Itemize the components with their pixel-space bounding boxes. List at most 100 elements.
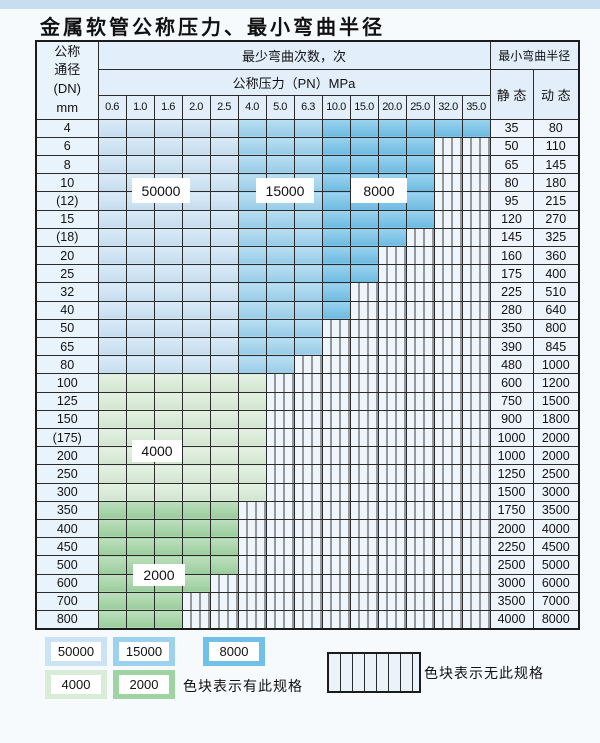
static-radius-cell: 900: [489, 409, 534, 429]
spec-available-cell: [405, 209, 435, 229]
spec-available-cell: [97, 355, 127, 375]
spec-available-cell: [405, 173, 435, 193]
dynamic-radius-cell: 360: [532, 245, 580, 266]
spec-unavailable-cell: [461, 282, 491, 302]
page-title: 金属软管公称压力、最小弯曲半径: [40, 15, 385, 39]
spec-unavailable-cell: [461, 409, 491, 429]
zone-label-50000: 50000: [132, 178, 190, 203]
static-radius-cell: 4000: [489, 609, 534, 630]
spec-available-cell: [321, 264, 351, 284]
spec-available-cell: [209, 409, 239, 429]
spec-unavailable-cell: [461, 537, 491, 557]
spec-available-cell: [265, 336, 295, 357]
spec-available-cell: [321, 245, 351, 266]
pn-column-header: 6.3: [293, 94, 323, 120]
spec-unavailable-cell: [265, 409, 295, 429]
dynamic-radius-cell: 3500: [532, 500, 580, 520]
top-strip: [0, 0, 600, 9]
spec-unavailable-cell: [349, 373, 379, 393]
dynamic-radius-cell: 1200: [532, 373, 580, 393]
spec-available-cell: [321, 118, 351, 138]
bend-cycles-header: 最少弯曲次数，次: [97, 40, 491, 70]
spec-available-cell: [153, 464, 183, 484]
spec-unavailable-cell: [265, 482, 295, 502]
spec-unavailable-cell: [433, 409, 463, 429]
spec-available-cell: [209, 391, 239, 411]
spec-unavailable-cell: [433, 355, 463, 375]
spec-available-cell: [237, 118, 267, 138]
zone-label-2000: 2000: [133, 564, 185, 586]
spec-available-cell: [321, 227, 351, 247]
spec-available-cell: [209, 136, 239, 156]
legend-swatch-label: 8000: [209, 642, 259, 661]
spec-unavailable-cell: [349, 500, 379, 520]
spec-available-cell: [237, 336, 267, 357]
spec-available-cell: [153, 227, 183, 247]
spec-available-cell: [153, 391, 183, 411]
spec-unavailable-cell: [237, 518, 267, 539]
table-row: (175) 1000 2000: [35, 427, 580, 448]
spec-unavailable-cell: [265, 427, 295, 448]
spec-available-cell: [461, 118, 491, 138]
dn-cell: 10: [35, 173, 99, 193]
spec-unavailable-cell: [349, 537, 379, 557]
spec-available-cell: [209, 173, 239, 193]
corner-line: (DN): [53, 81, 81, 97]
spec-available-cell: [293, 264, 323, 284]
spec-available-cell: [153, 591, 183, 611]
spec-available-cell: [181, 555, 211, 575]
spec-unavailable-cell: [377, 500, 407, 520]
spec-available-cell: [181, 154, 211, 175]
spec-available-cell: [97, 518, 127, 539]
legend-swatch-label: 4000: [51, 675, 101, 694]
spec-available-cell: [125, 537, 155, 557]
spec-available-cell: [97, 264, 127, 284]
spec-unavailable-cell: [265, 573, 295, 593]
spec-unavailable-cell: [377, 482, 407, 502]
spec-available-cell: [97, 537, 127, 557]
spec-available-cell: [293, 154, 323, 175]
spec-unavailable-cell: [405, 336, 435, 357]
spec-unavailable-cell: [461, 500, 491, 520]
spec-unavailable-cell: [433, 591, 463, 611]
spec-available-cell: [265, 136, 295, 156]
spec-available-cell: [181, 518, 211, 539]
static-radius-cell: 750: [489, 391, 534, 411]
spec-available-cell: [125, 227, 155, 247]
dynamic-radius-cell: 8000: [532, 609, 580, 630]
spec-available-cell: [209, 537, 239, 557]
static-radius-cell: 1000: [489, 446, 534, 466]
spec-unavailable-cell: [377, 409, 407, 429]
pn-column-header: 10.0: [321, 94, 351, 120]
spec-unavailable-cell: [349, 591, 379, 611]
dynamic-radius-cell: 6000: [532, 573, 580, 593]
spec-available-cell: [97, 173, 127, 193]
spec-available-cell: [321, 154, 351, 175]
spec-unavailable-cell: [433, 154, 463, 175]
dn-cell: 350: [35, 500, 99, 520]
spec-available-cell: [153, 500, 183, 520]
spec-available-cell: [153, 318, 183, 338]
spec-unavailable-cell: [265, 464, 295, 484]
dn-cell: 400: [35, 518, 99, 539]
static-radius-cell: 160: [489, 245, 534, 266]
spec-available-cell: [125, 482, 155, 502]
pn-column-header: 32.0: [433, 94, 463, 120]
spec-available-cell: [125, 318, 155, 338]
spec-unavailable-cell: [405, 537, 435, 557]
dn-cell: 500: [35, 555, 99, 575]
spec-unavailable-cell: [377, 300, 407, 320]
spec-available-cell: [153, 355, 183, 375]
spec-available-cell: [153, 264, 183, 284]
dynamic-radius-cell: 4000: [532, 518, 580, 539]
spec-unavailable-cell: [433, 609, 463, 630]
spec-unavailable-cell: [461, 191, 491, 211]
spec-available-cell: [321, 173, 351, 193]
spec-unavailable-cell: [461, 154, 491, 175]
corner-line: 通径: [54, 62, 81, 78]
table-row: 15 120 270: [35, 209, 580, 229]
dynamic-radius-cell: 3000: [532, 482, 580, 502]
spec-unavailable-cell: [461, 609, 491, 630]
table-row: 125 750 1500: [35, 391, 580, 411]
spec-available-cell: [265, 264, 295, 284]
